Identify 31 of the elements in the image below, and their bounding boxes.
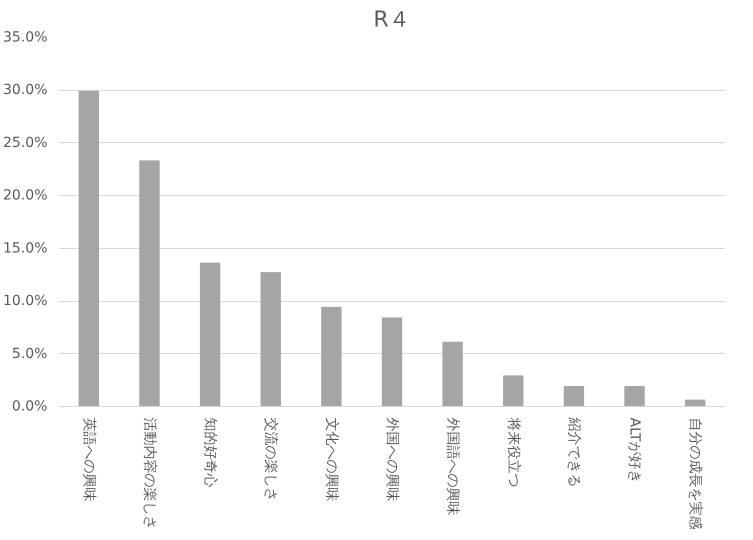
- x-tick-label: ALTが好き: [626, 418, 643, 484]
- bar: [139, 160, 160, 406]
- bar: [260, 272, 281, 406]
- x-tick-label: 外国への興味: [384, 418, 400, 502]
- bar: [442, 342, 463, 406]
- bar: [200, 262, 220, 406]
- y-tick-label: 20.0%: [3, 188, 48, 204]
- bar: [564, 386, 584, 406]
- x-tick-label: 活動内容の楽しさ: [141, 418, 158, 530]
- bar: [624, 386, 645, 406]
- bar: [321, 306, 342, 406]
- x-tick-label: 将来役立つ: [505, 416, 522, 488]
- x-tick-label: 外国語への興味: [444, 418, 461, 516]
- x-tick-label: 文化への興味: [323, 418, 340, 502]
- y-tick-label: 30.0%: [3, 82, 48, 98]
- y-tick-label: 15.0%: [3, 240, 48, 256]
- bar: [78, 90, 100, 406]
- bar: [382, 317, 402, 406]
- y-tick-label: 25.0%: [3, 134, 48, 151]
- y-tick-label: 35.0%: [3, 30, 48, 46]
- x-tick-label: 自分の成長を実感: [687, 418, 704, 530]
- bar: [684, 400, 706, 406]
- bar: [503, 375, 524, 406]
- y-tick-label: 5.0%: [12, 346, 48, 362]
- x-tick-label: 英語への興味: [80, 418, 97, 502]
- y-tick-label: 0.0%: [12, 398, 48, 414]
- x-tick-label: 交流の楽しさ: [262, 418, 279, 502]
- y-tick-label: 10.0%: [3, 293, 48, 310]
- chart-title: R４: [373, 8, 411, 32]
- x-tick-label: 知的好奇心: [202, 418, 218, 488]
- x-tick-label: 紹介できる: [566, 416, 582, 488]
